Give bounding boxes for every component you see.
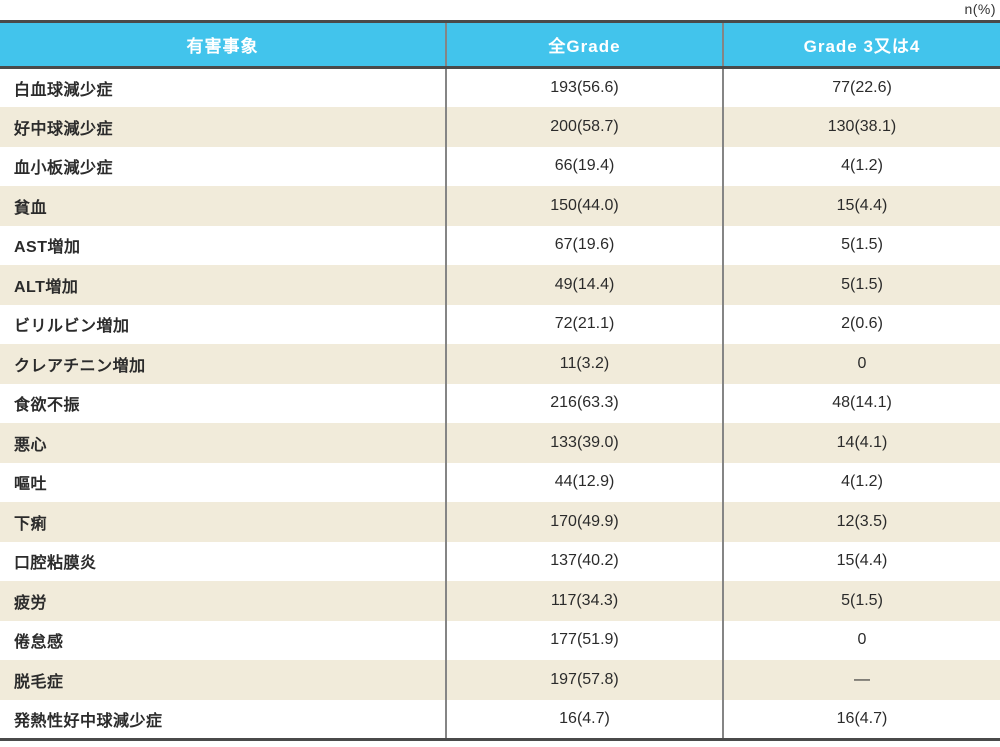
table-header-row: 有害事象 全Grade Grade 3又は4: [0, 21, 1000, 69]
table-row: 口腔粘膜炎 137(40.2) 15(4.4): [0, 541, 1000, 581]
adverse-event-label: 嘔吐: [0, 462, 446, 502]
adverse-event-label: 貧血: [0, 186, 446, 226]
table-row: 脱毛症 197(57.8) —: [0, 660, 1000, 700]
header-grade-3-or-4: Grade 3又は4: [722, 21, 1000, 69]
all-grade-value: 49(14.4): [445, 265, 723, 305]
all-grade-value: 117(34.3): [445, 581, 723, 621]
all-grade-value: 193(56.6): [445, 67, 723, 107]
all-grade-value: 216(63.3): [445, 383, 723, 423]
table-row: 下痢 170(49.9) 12(3.5): [0, 502, 1000, 542]
grade-3-or-4-value: 14(4.1): [722, 423, 1000, 463]
table-row: ビリルビン増加 72(21.1) 2(0.6): [0, 304, 1000, 344]
grade-3-or-4-value: 0: [722, 620, 1000, 660]
grade-3-or-4-value: 5(1.5): [722, 225, 1000, 265]
all-grade-value: 11(3.2): [445, 344, 723, 384]
table-body: 白血球減少症 193(56.6) 77(22.6) 好中球減少症 200(58.7) 13…: [0, 67, 1000, 739]
adverse-event-label: AST増加: [0, 225, 446, 265]
table-row: 好中球減少症 200(58.7) 130(38.1): [0, 107, 1000, 147]
grade-3-or-4-value: 130(38.1): [722, 107, 1000, 147]
table-row: 嘔吐 44(12.9) 4(1.2): [0, 462, 1000, 502]
header-adverse-event: 有害事象: [0, 21, 446, 69]
adverse-event-label: 脱毛症: [0, 660, 446, 700]
adverse-event-label: 好中球減少症: [0, 107, 446, 147]
adverse-event-label: 口腔粘膜炎: [0, 541, 446, 581]
table-row: クレアチニン増加 11(3.2) 0: [0, 344, 1000, 384]
table-row: 疲労 117(34.3) 5(1.5): [0, 581, 1000, 621]
grade-3-or-4-value: 5(1.5): [722, 265, 1000, 305]
grade-3-or-4-value: 15(4.4): [722, 186, 1000, 226]
table-row: 発熱性好中球減少症 16(4.7) 16(4.7): [0, 699, 1000, 739]
table-row: 血小板減少症 66(19.4) 4(1.2): [0, 146, 1000, 186]
all-grade-value: 200(58.7): [445, 107, 723, 147]
table-row: AST増加 67(19.6) 5(1.5): [0, 225, 1000, 265]
all-grade-value: 72(21.1): [445, 304, 723, 344]
adverse-event-label: 血小板減少症: [0, 146, 446, 186]
grade-3-or-4-value: 77(22.6): [722, 67, 1000, 107]
all-grade-value: 133(39.0): [445, 423, 723, 463]
all-grade-value: 44(12.9): [445, 462, 723, 502]
table-row: 食欲不振 216(63.3) 48(14.1): [0, 383, 1000, 423]
grade-3-or-4-value: 4(1.2): [722, 462, 1000, 502]
table-row: 白血球減少症 193(56.6) 77(22.6): [0, 67, 1000, 107]
adverse-event-label: 発熱性好中球減少症: [0, 699, 446, 739]
grade-3-or-4-value: 15(4.4): [722, 541, 1000, 581]
grade-3-or-4-value: 16(4.7): [722, 699, 1000, 739]
grade-3-or-4-value: 5(1.5): [722, 581, 1000, 621]
all-grade-value: 170(49.9): [445, 502, 723, 542]
adverse-event-label: クレアチニン増加: [0, 344, 446, 384]
all-grade-value: 137(40.2): [445, 541, 723, 581]
table-row: 悪心 133(39.0) 14(4.1): [0, 423, 1000, 463]
grade-3-or-4-value: 0: [722, 344, 1000, 384]
adverse-event-label: ビリルビン増加: [0, 304, 446, 344]
grade-3-or-4-value: 4(1.2): [722, 146, 1000, 186]
table-row: 貧血 150(44.0) 15(4.4): [0, 186, 1000, 226]
grade-3-or-4-value: —: [722, 660, 1000, 700]
adverse-event-label: 疲労: [0, 581, 446, 621]
all-grade-value: 177(51.9): [445, 620, 723, 660]
header-all-grade: 全Grade: [445, 21, 723, 69]
all-grade-value: 66(19.4): [445, 146, 723, 186]
adverse-event-label: 倦怠感: [0, 620, 446, 660]
adverse-event-label: ALT増加: [0, 265, 446, 305]
grade-3-or-4-value: 12(3.5): [722, 502, 1000, 542]
table-row: 倦怠感 177(51.9) 0: [0, 620, 1000, 660]
table-row: ALT増加 49(14.4) 5(1.5): [0, 265, 1000, 305]
all-grade-value: 67(19.6): [445, 225, 723, 265]
adverse-event-label: 白血球減少症: [0, 67, 446, 107]
grade-3-or-4-value: 48(14.1): [722, 383, 1000, 423]
unit-percent-label: n(%): [964, 1, 996, 17]
adverse-event-label: 食欲不振: [0, 383, 446, 423]
grade-3-or-4-value: 2(0.6): [722, 304, 1000, 344]
adverse-events-table: 有害事象 全Grade Grade 3又は4 白血球減少症 193(56.6) 77…: [0, 20, 1000, 741]
all-grade-value: 150(44.0): [445, 186, 723, 226]
adverse-event-label: 悪心: [0, 423, 446, 463]
all-grade-value: 16(4.7): [445, 699, 723, 739]
adverse-event-label: 下痢: [0, 502, 446, 542]
all-grade-value: 197(57.8): [445, 660, 723, 700]
